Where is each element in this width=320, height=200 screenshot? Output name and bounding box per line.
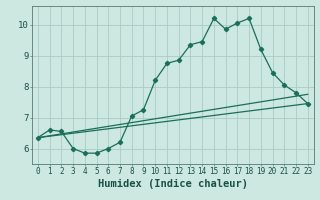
- X-axis label: Humidex (Indice chaleur): Humidex (Indice chaleur): [98, 179, 248, 189]
